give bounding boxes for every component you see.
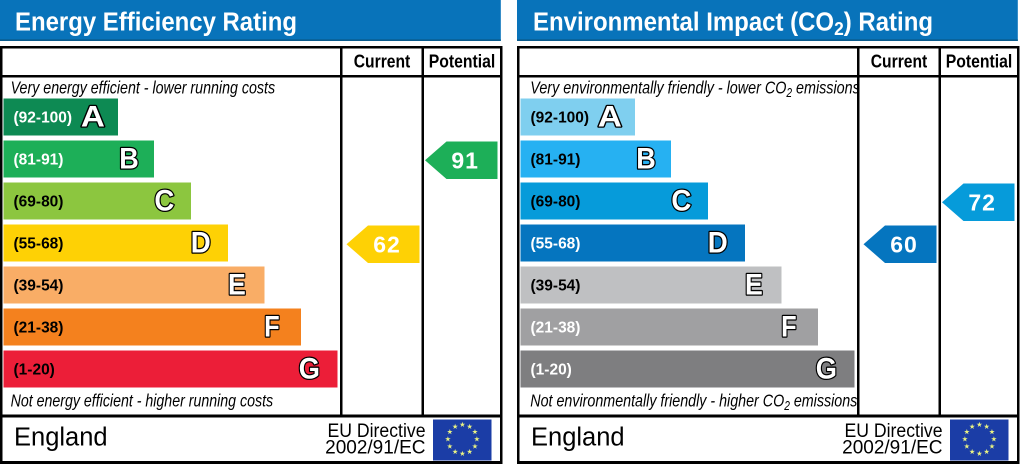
svg-text:(39-54): (39-54) (14, 278, 64, 295)
svg-text:2002/91/EC: 2002/91/EC (325, 438, 425, 459)
svg-text:Current: Current (354, 51, 411, 72)
svg-text:E: E (228, 269, 246, 302)
svg-text:D: D (707, 227, 727, 260)
svg-text:Potential: Potential (429, 51, 496, 72)
svg-text:Energy Efficiency Rating: Energy Efficiency Rating (15, 9, 297, 37)
svg-text:(1-20): (1-20) (14, 362, 55, 379)
svg-text:Potential: Potential (945, 51, 1012, 72)
svg-text:A: A (597, 101, 621, 134)
svg-text:Current: Current (870, 51, 927, 72)
svg-text:England: England (14, 424, 108, 452)
svg-text:(55-68): (55-68) (14, 236, 64, 253)
svg-text:91: 91 (451, 147, 479, 173)
svg-text:72: 72 (968, 189, 996, 215)
svg-text:D: D (191, 227, 211, 260)
svg-text:(81-91): (81-91) (530, 152, 580, 169)
svg-text:F: F (781, 311, 797, 344)
svg-text:(69-80): (69-80) (14, 194, 64, 211)
svg-text:G: G (815, 353, 836, 386)
svg-text:England: England (531, 424, 625, 452)
svg-text:G: G (299, 353, 320, 386)
svg-text:(1-20): (1-20) (530, 362, 571, 379)
svg-text:C: C (671, 185, 691, 218)
svg-text:60: 60 (890, 231, 918, 257)
svg-text:Not energy efficient - higher: Not energy efficient - higher running co… (11, 391, 274, 411)
svg-text:Not environmentally friendly -: Not environmentally friendly - higher CO… (530, 391, 857, 414)
svg-text:(55-68): (55-68) (530, 236, 580, 253)
svg-text:2002/91/EC: 2002/91/EC (842, 438, 942, 459)
svg-text:(92-100): (92-100) (14, 110, 73, 127)
svg-text:E: E (745, 269, 763, 302)
svg-text:(21-38): (21-38) (530, 320, 580, 337)
svg-text:B: B (636, 143, 656, 176)
svg-text:C: C (154, 185, 174, 218)
svg-text:(39-54): (39-54) (530, 278, 580, 295)
svg-text:Very environmentally friendly: Very environmentally friendly - lower CO… (530, 78, 860, 101)
svg-text:Environmental Impact (CO2) Rat: Environmental Impact (CO2) Rating (533, 9, 933, 40)
svg-text:(69-80): (69-80) (530, 194, 580, 211)
svg-text:EU Directive: EU Directive (328, 421, 426, 442)
svg-text:EU Directive: EU Directive (844, 421, 942, 442)
svg-text:(92-100): (92-100) (530, 110, 589, 127)
svg-text:(21-38): (21-38) (14, 320, 64, 337)
svg-text:Very energy efficient - lower: Very energy efficient - lower running co… (11, 78, 276, 98)
svg-text:B: B (119, 143, 139, 176)
svg-text:62: 62 (373, 231, 401, 257)
svg-text:A: A (81, 101, 105, 134)
svg-text:(81-91): (81-91) (14, 152, 64, 169)
svg-text:F: F (264, 311, 280, 344)
